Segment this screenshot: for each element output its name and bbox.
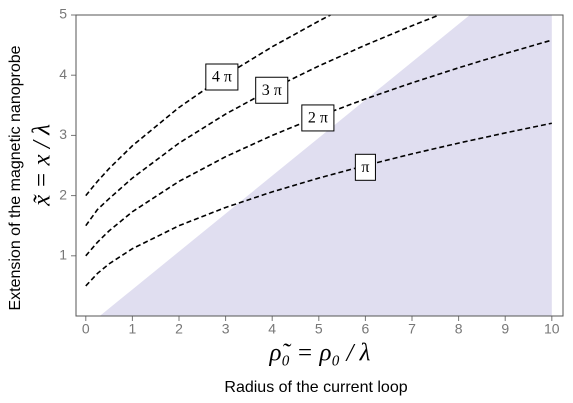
x-tick-label: 10	[544, 321, 560, 337]
x-tick-label: 7	[408, 321, 416, 337]
curve-label-box	[301, 104, 335, 132]
curve	[85, 122, 552, 287]
curve-label: 4 π	[212, 69, 232, 86]
x-tick-label: 8	[455, 321, 463, 337]
curve	[85, 39, 553, 257]
curve-label: 2 π	[308, 110, 328, 127]
x-tick-label: 5	[315, 321, 323, 337]
y-tick-label: 4	[59, 66, 67, 82]
x-axis-label: ρ̃₀ = ρ₀ / λ	[268, 340, 370, 367]
curve-label-box	[255, 76, 289, 104]
y-tick-label: 2	[59, 186, 67, 202]
x-axis-caption: Radius of the current loop	[224, 379, 407, 396]
x-tick-label: 9	[501, 321, 509, 337]
curve-label: π	[361, 159, 369, 176]
shaded-region	[99, 15, 552, 316]
y-axis-caption: Extension of the magnetic nanoprobe	[7, 45, 24, 310]
curve	[85, 14, 440, 227]
x-tick-label: 2	[175, 321, 183, 337]
x-tick-label: 4	[268, 321, 276, 337]
x-tick-label: 6	[362, 321, 370, 337]
curve	[85, 14, 331, 197]
y-tick-label: 1	[59, 247, 67, 263]
curve-label-box	[354, 153, 376, 181]
x-tick-label: 3	[222, 321, 230, 337]
y-axis-label: x̃ = x / λ	[29, 124, 56, 207]
plot-frame	[75, 14, 564, 317]
y-tick-label: 5	[59, 6, 67, 22]
y-tick-label: 3	[59, 126, 67, 142]
curve-label-box	[205, 63, 239, 91]
curve-label: 3 π	[262, 82, 282, 99]
x-tick-label: 0	[82, 321, 90, 337]
x-tick-label: 1	[128, 321, 136, 337]
